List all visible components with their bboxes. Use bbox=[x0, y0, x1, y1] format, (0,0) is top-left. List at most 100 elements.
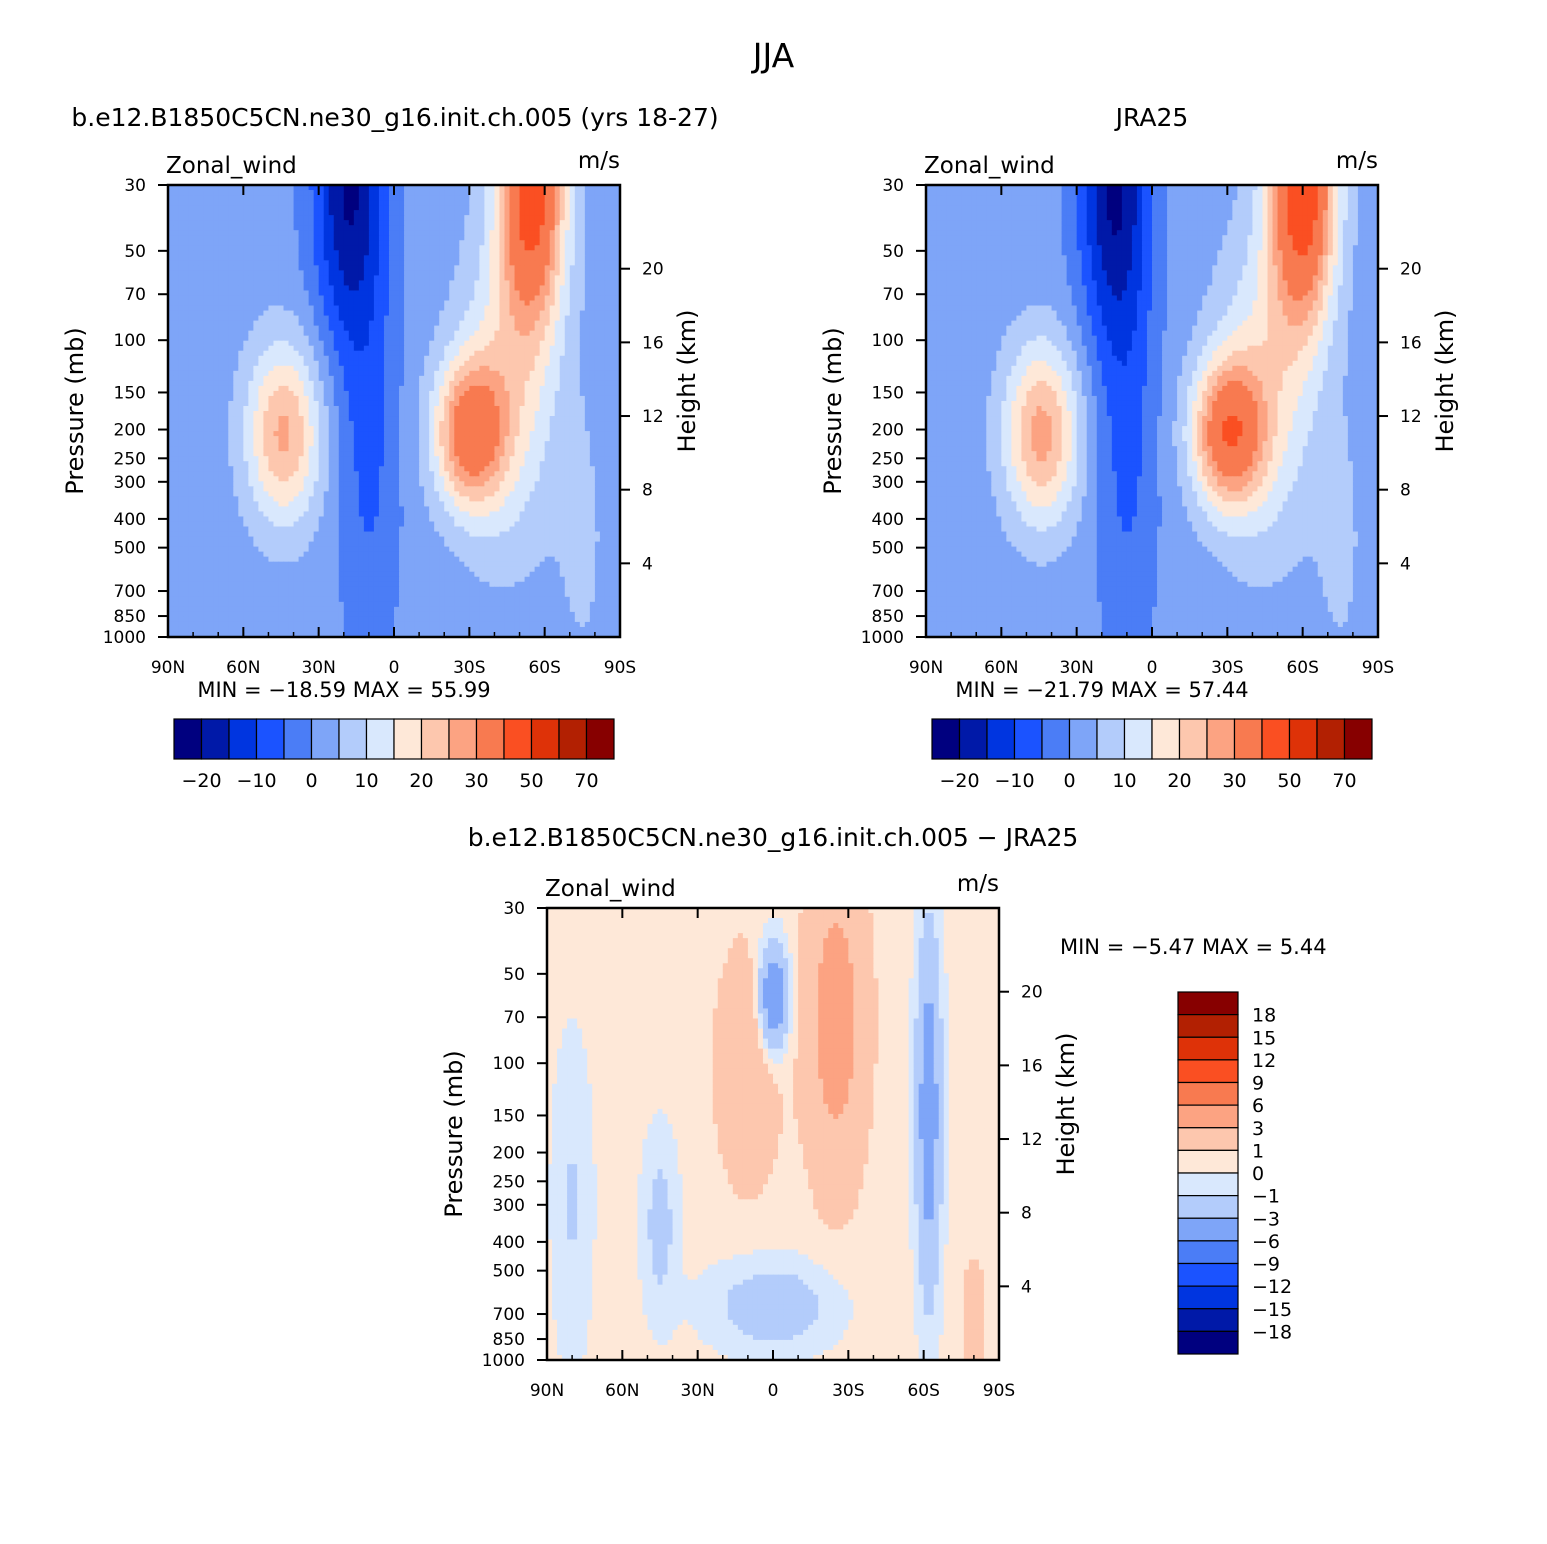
field-cell bbox=[369, 456, 375, 462]
field-cell bbox=[404, 351, 410, 357]
field-cell bbox=[324, 306, 330, 312]
field-cell bbox=[188, 401, 194, 407]
field-cell bbox=[339, 411, 345, 417]
field-cell bbox=[223, 240, 229, 246]
field-cell bbox=[384, 356, 390, 362]
field-cell bbox=[203, 205, 209, 211]
field-cell bbox=[520, 371, 526, 377]
field-cell bbox=[183, 391, 189, 397]
field-cell bbox=[610, 225, 616, 231]
field-cell bbox=[610, 285, 616, 291]
field-cell bbox=[178, 270, 184, 276]
field-cell bbox=[600, 295, 606, 301]
field-cell bbox=[560, 245, 566, 251]
field-cell bbox=[479, 255, 485, 261]
field-cell bbox=[193, 341, 199, 347]
field-cell bbox=[530, 401, 536, 407]
field-cell bbox=[223, 195, 229, 201]
field-cell bbox=[540, 321, 546, 327]
field-cell bbox=[560, 401, 566, 407]
field-cell bbox=[525, 356, 531, 362]
field-cell bbox=[399, 446, 405, 452]
field-cell bbox=[520, 220, 526, 226]
field-cell bbox=[344, 406, 350, 412]
field-cell bbox=[580, 235, 586, 241]
field-cell bbox=[359, 245, 365, 251]
field-cell bbox=[324, 195, 330, 201]
field-cell bbox=[424, 451, 430, 457]
field-cell bbox=[299, 411, 305, 417]
field-cell bbox=[479, 240, 485, 246]
field-cell bbox=[218, 356, 224, 362]
field-cell bbox=[409, 346, 415, 352]
field-cell bbox=[364, 376, 370, 382]
field-cell bbox=[429, 386, 435, 392]
field-cell bbox=[515, 331, 521, 337]
field-cell bbox=[580, 326, 586, 332]
field-cell bbox=[444, 346, 450, 352]
field-cell bbox=[590, 195, 596, 201]
field-cell bbox=[540, 436, 546, 442]
field-cell bbox=[424, 366, 430, 372]
field-cell bbox=[253, 295, 259, 301]
field-cell bbox=[268, 295, 274, 301]
field-cell bbox=[444, 421, 450, 427]
field-cell bbox=[384, 235, 390, 241]
field-cell bbox=[213, 200, 219, 206]
field-cell bbox=[364, 235, 370, 241]
field-cell bbox=[459, 326, 465, 332]
field-cell bbox=[314, 451, 320, 457]
field-cell bbox=[334, 295, 340, 301]
field-cell bbox=[218, 391, 224, 397]
field-cell bbox=[444, 316, 450, 322]
field-cell bbox=[198, 461, 204, 467]
field-cell bbox=[515, 356, 521, 362]
field-cell bbox=[600, 275, 606, 281]
field-cell bbox=[565, 270, 571, 276]
field-cell bbox=[233, 200, 239, 206]
field-cell bbox=[555, 245, 561, 251]
field-cell bbox=[610, 436, 616, 442]
field-cell bbox=[273, 341, 279, 347]
field-cell bbox=[309, 456, 315, 462]
field-cell bbox=[454, 235, 460, 241]
field-cell bbox=[198, 421, 204, 427]
field-cell bbox=[379, 250, 385, 256]
field-cell bbox=[489, 225, 495, 231]
field-cell bbox=[494, 416, 500, 422]
field-cell bbox=[585, 416, 591, 422]
field-cell bbox=[469, 376, 475, 382]
field-cell bbox=[439, 255, 445, 261]
field-cell bbox=[590, 275, 596, 281]
field-cell bbox=[479, 356, 485, 362]
field-cell bbox=[213, 195, 219, 201]
field-cell bbox=[218, 321, 224, 327]
field-cell bbox=[535, 371, 541, 377]
field-cell bbox=[178, 391, 184, 397]
field-cell bbox=[469, 285, 475, 291]
field-cell bbox=[253, 215, 259, 221]
field-cell bbox=[520, 311, 526, 317]
field-cell bbox=[389, 361, 395, 367]
field-cell bbox=[540, 451, 546, 457]
field-cell bbox=[248, 250, 254, 256]
field-cell bbox=[585, 361, 591, 367]
field-cell bbox=[188, 230, 194, 236]
field-cell bbox=[218, 436, 224, 442]
field-cell bbox=[389, 326, 395, 332]
field-cell bbox=[595, 351, 601, 357]
field-cell bbox=[294, 386, 300, 392]
field-cell bbox=[389, 311, 395, 317]
field-cell bbox=[344, 295, 350, 301]
field-cell bbox=[319, 290, 325, 296]
field-cell bbox=[324, 316, 330, 322]
field-cell bbox=[545, 215, 551, 221]
field-cell bbox=[379, 351, 385, 357]
field-cell bbox=[284, 436, 290, 442]
field-cell bbox=[484, 431, 490, 437]
field-cell bbox=[248, 270, 254, 276]
field-cell bbox=[590, 295, 596, 301]
field-cell bbox=[258, 195, 264, 201]
field-cell bbox=[278, 426, 284, 432]
field-cell bbox=[394, 326, 400, 332]
